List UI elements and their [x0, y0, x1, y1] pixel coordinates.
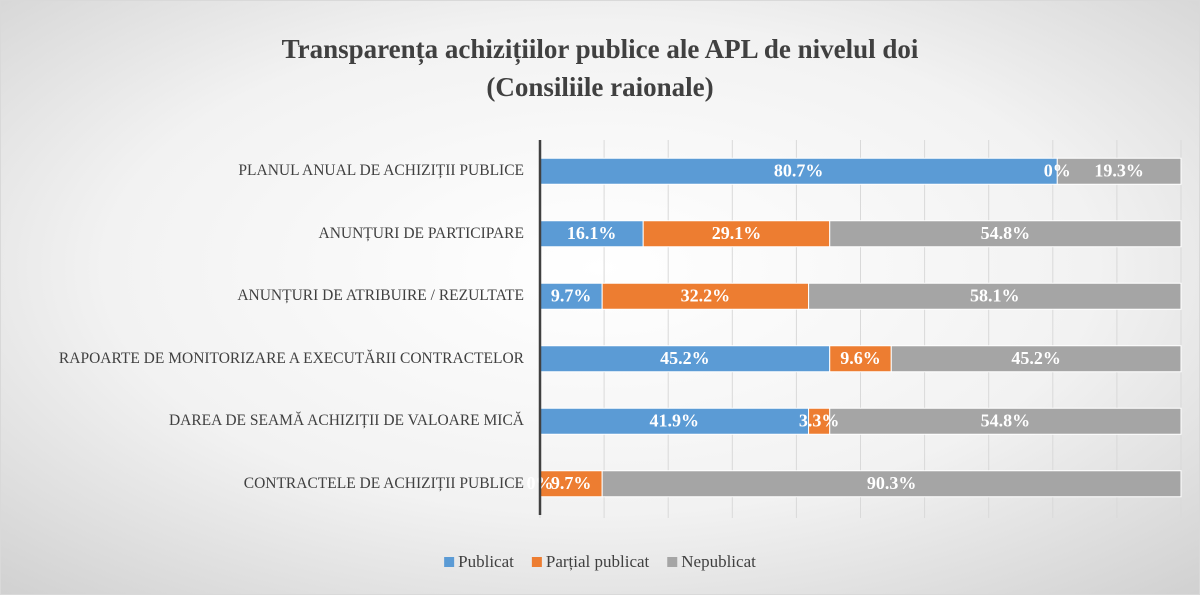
bar-segment — [829, 345, 892, 373]
bar-segment — [539, 220, 644, 248]
data-label: 32.2% — [681, 285, 731, 305]
legend-label: Publicat — [458, 552, 514, 571]
data-label: 41.9% — [650, 410, 700, 430]
data-label: 45.2% — [1011, 348, 1061, 368]
category-label: RAPOARTE DE MONITORIZARE A EXECUTĂRII CO… — [58, 349, 524, 367]
data-label: 45.2% — [660, 348, 710, 368]
bar-segment — [829, 407, 1182, 435]
category-label-box: DAREA DE SEAMĂ ACHIZIȚII DE VALOARE MICĂ — [0, 391, 524, 451]
data-label: 9.6% — [840, 348, 881, 368]
data-label: 80.7% — [774, 160, 824, 180]
bar-segment — [601, 470, 1182, 498]
data-label: 58.1% — [970, 285, 1020, 305]
data-label: 3.3% — [799, 410, 840, 430]
category-label: ANUNȚURI DE ATRIBUIRE / REZULTATE — [237, 287, 524, 305]
data-label: 16.1% — [567, 223, 617, 243]
bar-segment — [808, 282, 1182, 310]
category-label-box: RAPOARTE DE MONITORIZARE A EXECUTĂRII CO… — [0, 329, 524, 389]
data-label: 54.8% — [981, 223, 1031, 243]
data-label: 54.8% — [981, 410, 1031, 430]
category-label-box: ANUNȚURI DE PARTICIPARE — [0, 204, 524, 264]
data-label: 0% — [1044, 160, 1071, 180]
category-label-box: PLANUL ANUAL DE ACHIZIȚII PUBLICE — [0, 141, 524, 201]
legend-swatch — [531, 557, 542, 567]
category-label: ANUNȚURI DE PARTICIPARE — [318, 224, 524, 242]
bar-segment — [601, 282, 810, 310]
category-label: PLANUL ANUAL DE ACHIZIȚII PUBLICE — [238, 162, 524, 180]
data-label: 29.1% — [712, 223, 762, 243]
data-label: 9.7% — [551, 473, 592, 493]
category-label: CONTRACTELE DE ACHIZIȚII PUBLICE — [243, 474, 524, 492]
data-label: 19.3% — [1094, 160, 1144, 180]
category-label-box: ANUNȚURI DE ATRIBUIRE / REZULTATE — [0, 266, 524, 326]
legend-label: Parțial publicat — [546, 552, 650, 571]
category-label-box: CONTRACTELE DE ACHIZIȚII PUBLICE — [0, 454, 524, 514]
legend: Publicat Parțial publicat Nepublicat — [444, 552, 756, 571]
legend-swatch — [444, 557, 455, 567]
legend-swatch — [667, 557, 678, 567]
bar-segment — [890, 345, 1182, 373]
bar-segment — [1056, 157, 1182, 185]
bar-segment — [539, 470, 603, 498]
chart-subtitle: (Consiliile raionale) — [486, 72, 713, 102]
category-label: DAREA DE SEAMĂ ACHIZIȚII DE VALOARE MICĂ — [168, 412, 524, 430]
bar-segment — [829, 220, 1182, 248]
bar-segment — [539, 407, 810, 435]
bar-segment — [642, 220, 831, 248]
chart-title: Transparența achizițiilor publice ale AP… — [282, 34, 919, 65]
data-label: 9.7% — [551, 285, 592, 305]
data-label: 90.3% — [867, 473, 917, 493]
legend-label: Nepublicat — [681, 552, 756, 571]
